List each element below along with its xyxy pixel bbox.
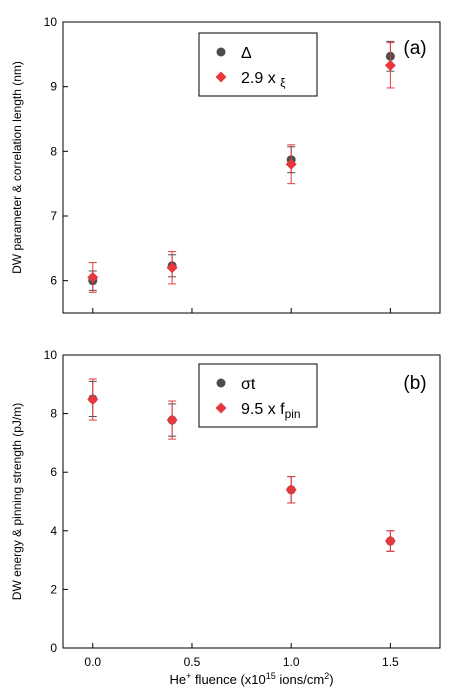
data-point-diamond <box>384 59 396 71</box>
data-marks-b <box>87 378 396 552</box>
data-point-diamond <box>166 414 178 426</box>
legend-marker-diamond <box>215 71 227 83</box>
y-tick-label: 8 <box>50 144 57 158</box>
panel-label-b: (b) <box>403 373 426 394</box>
legend-box-a <box>198 32 318 97</box>
legend-label: 9.5 x fpin <box>241 401 301 421</box>
legend-marker-diamond <box>215 402 227 414</box>
axis-ticks-a: 6 7 8 9 10 <box>44 15 391 313</box>
y-tick-label: 8 <box>50 407 57 421</box>
legend-marker-circle <box>216 378 226 388</box>
legend-label: Δ <box>241 45 252 62</box>
chart-panel-b: DW energy & pinning strength (pJ/m) (b) … <box>10 348 441 687</box>
legend-b: σt 9.5 x fpin <box>215 376 301 421</box>
data-point-diamond <box>384 535 396 547</box>
chart-panel-a: DW parameter & correlation length (nm) (… <box>10 15 441 314</box>
legend-label: 2.9 x ξ <box>241 70 286 90</box>
x-tick-label: 1.0 <box>283 655 300 669</box>
plot-frame-a <box>62 21 441 314</box>
y-tick-label: 6 <box>50 274 57 288</box>
y-tick-label: 10 <box>44 348 58 362</box>
y-tick-label: 2 <box>50 582 57 596</box>
y-axis-label-a: DW parameter & correlation length (nm) <box>10 61 24 274</box>
legend-marker-circle <box>216 47 226 57</box>
data-point-diamond <box>166 262 178 274</box>
y-tick-label: 4 <box>50 524 57 538</box>
data-point-diamond <box>87 271 99 283</box>
x-tick-label: 0.5 <box>184 655 201 669</box>
y-tick-label: 9 <box>50 80 57 94</box>
axis-ticks-b: 0.0 0.5 1.0 1.5 0 2 4 6 8 10 <box>44 348 399 669</box>
y-tick-label: 6 <box>50 465 57 479</box>
legend-box-b <box>198 363 318 428</box>
data-point-diamond <box>285 158 297 170</box>
panel-label-a: (a) <box>403 38 426 59</box>
y-tick-label: 10 <box>44 15 58 29</box>
x-tick-label: 0.0 <box>84 655 101 669</box>
y-tick-label: 7 <box>50 209 57 223</box>
plot-frame-b <box>62 354 441 649</box>
data-point-diamond <box>285 484 297 496</box>
data-point-diamond <box>87 394 99 406</box>
y-tick-label: 0 <box>50 641 57 655</box>
legend-a: Δ 2.9 x ξ <box>215 45 286 90</box>
x-tick-label: 1.5 <box>382 655 399 669</box>
legend-label: σt <box>241 376 256 393</box>
data-marks-a <box>87 40 396 293</box>
x-axis-label-b: He+ fluence (x1015 ions/cm2) <box>169 671 333 687</box>
y-axis-label-b: DW energy & pinning strength (pJ/m) <box>10 403 24 600</box>
